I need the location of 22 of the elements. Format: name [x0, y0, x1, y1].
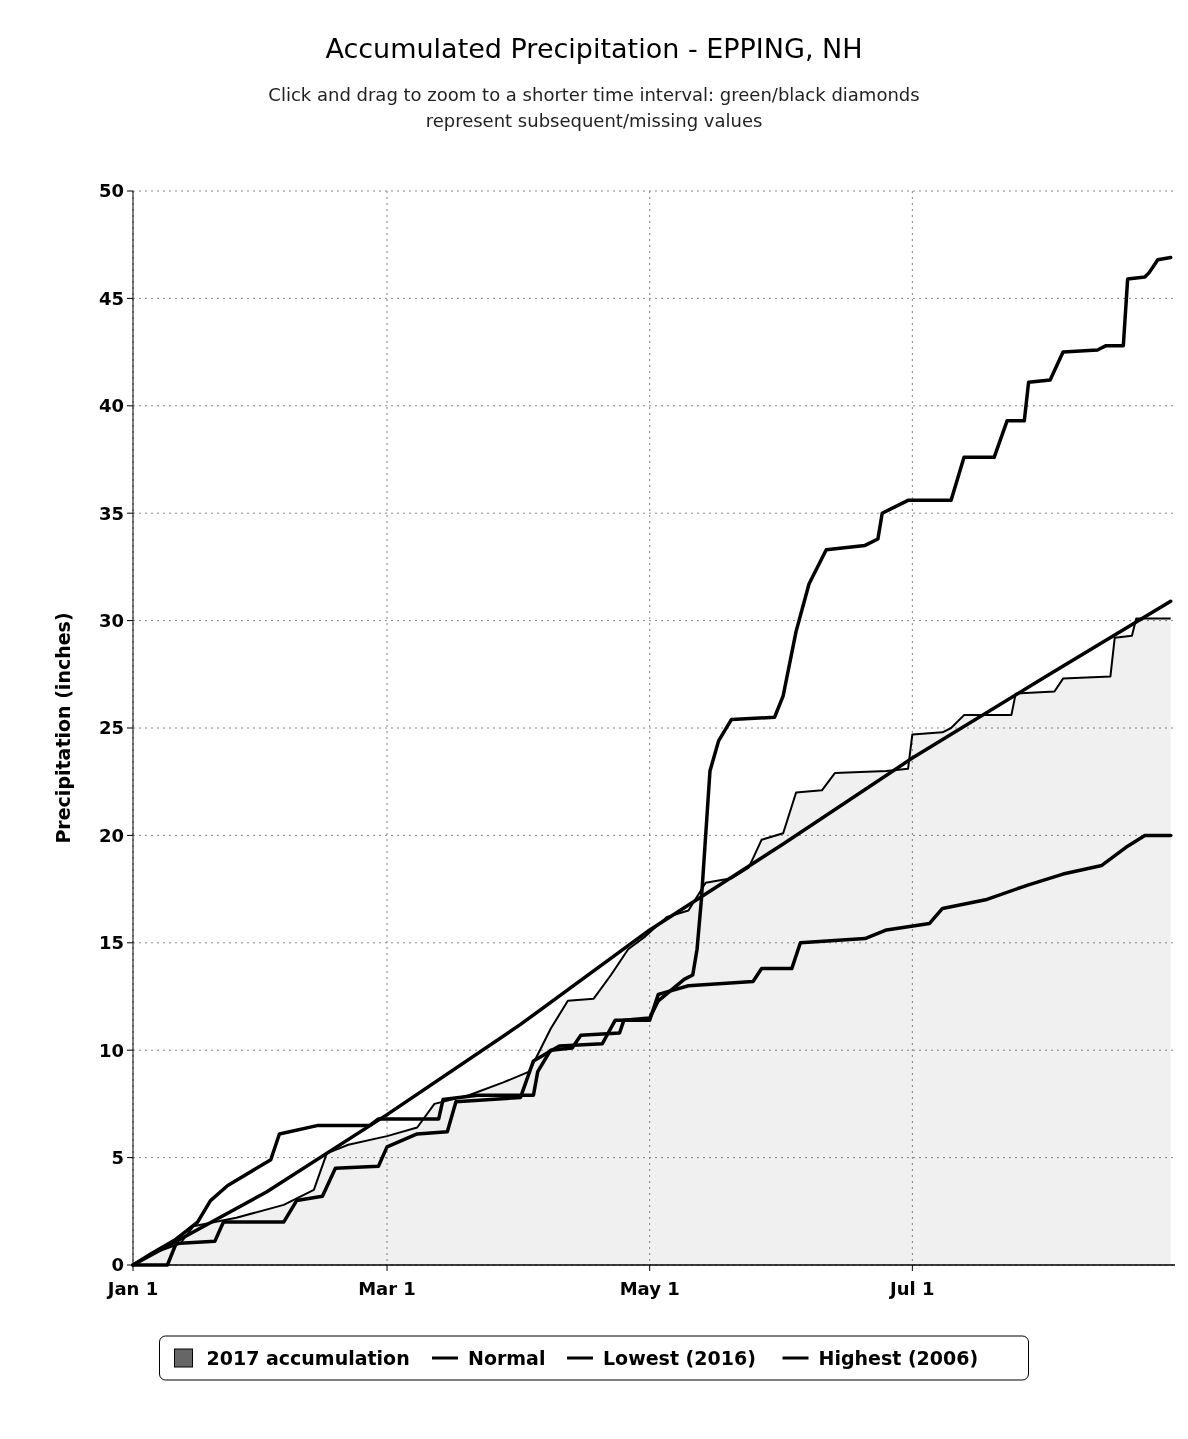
- x-tick-label: Jan 1: [105, 1278, 159, 1299]
- x-tick-label: Jul 1: [888, 1278, 935, 1299]
- y-tick-label: 40: [98, 395, 124, 417]
- x-tick-label: May 1: [619, 1278, 680, 1299]
- legend-label: Lowest (2016): [603, 1346, 756, 1369]
- y-tick-label: 10: [98, 1039, 124, 1061]
- y-tick-label: 15: [98, 932, 124, 954]
- legend-label: Highest (2006): [818, 1346, 979, 1369]
- y-tick-label: 0: [111, 1254, 124, 1276]
- legend-label: 2017 accumulation: [206, 1346, 410, 1369]
- chart-subtitle: Click and drag to zoom to a shorter time interval: green/black diamonds represent subsequent/missing values: [268, 84, 920, 131]
- legend-label: Normal: [468, 1346, 546, 1369]
- y-tick-label: 50: [98, 180, 124, 202]
- y-tick-label: 20: [98, 824, 124, 846]
- y-axis-title: Precipitation (inches): [52, 612, 74, 844]
- y-tick-label: 5: [111, 1146, 124, 1168]
- y-tick-label: 25: [98, 717, 124, 739]
- y-tick-label: 35: [98, 502, 124, 524]
- chart-title: Accumulated Precipitation - EPPING, NH: [325, 33, 863, 64]
- x-tick-label: Mar 1: [358, 1278, 416, 1299]
- y-tick-label: 30: [98, 609, 124, 631]
- y-tick-label: 45: [98, 287, 124, 309]
